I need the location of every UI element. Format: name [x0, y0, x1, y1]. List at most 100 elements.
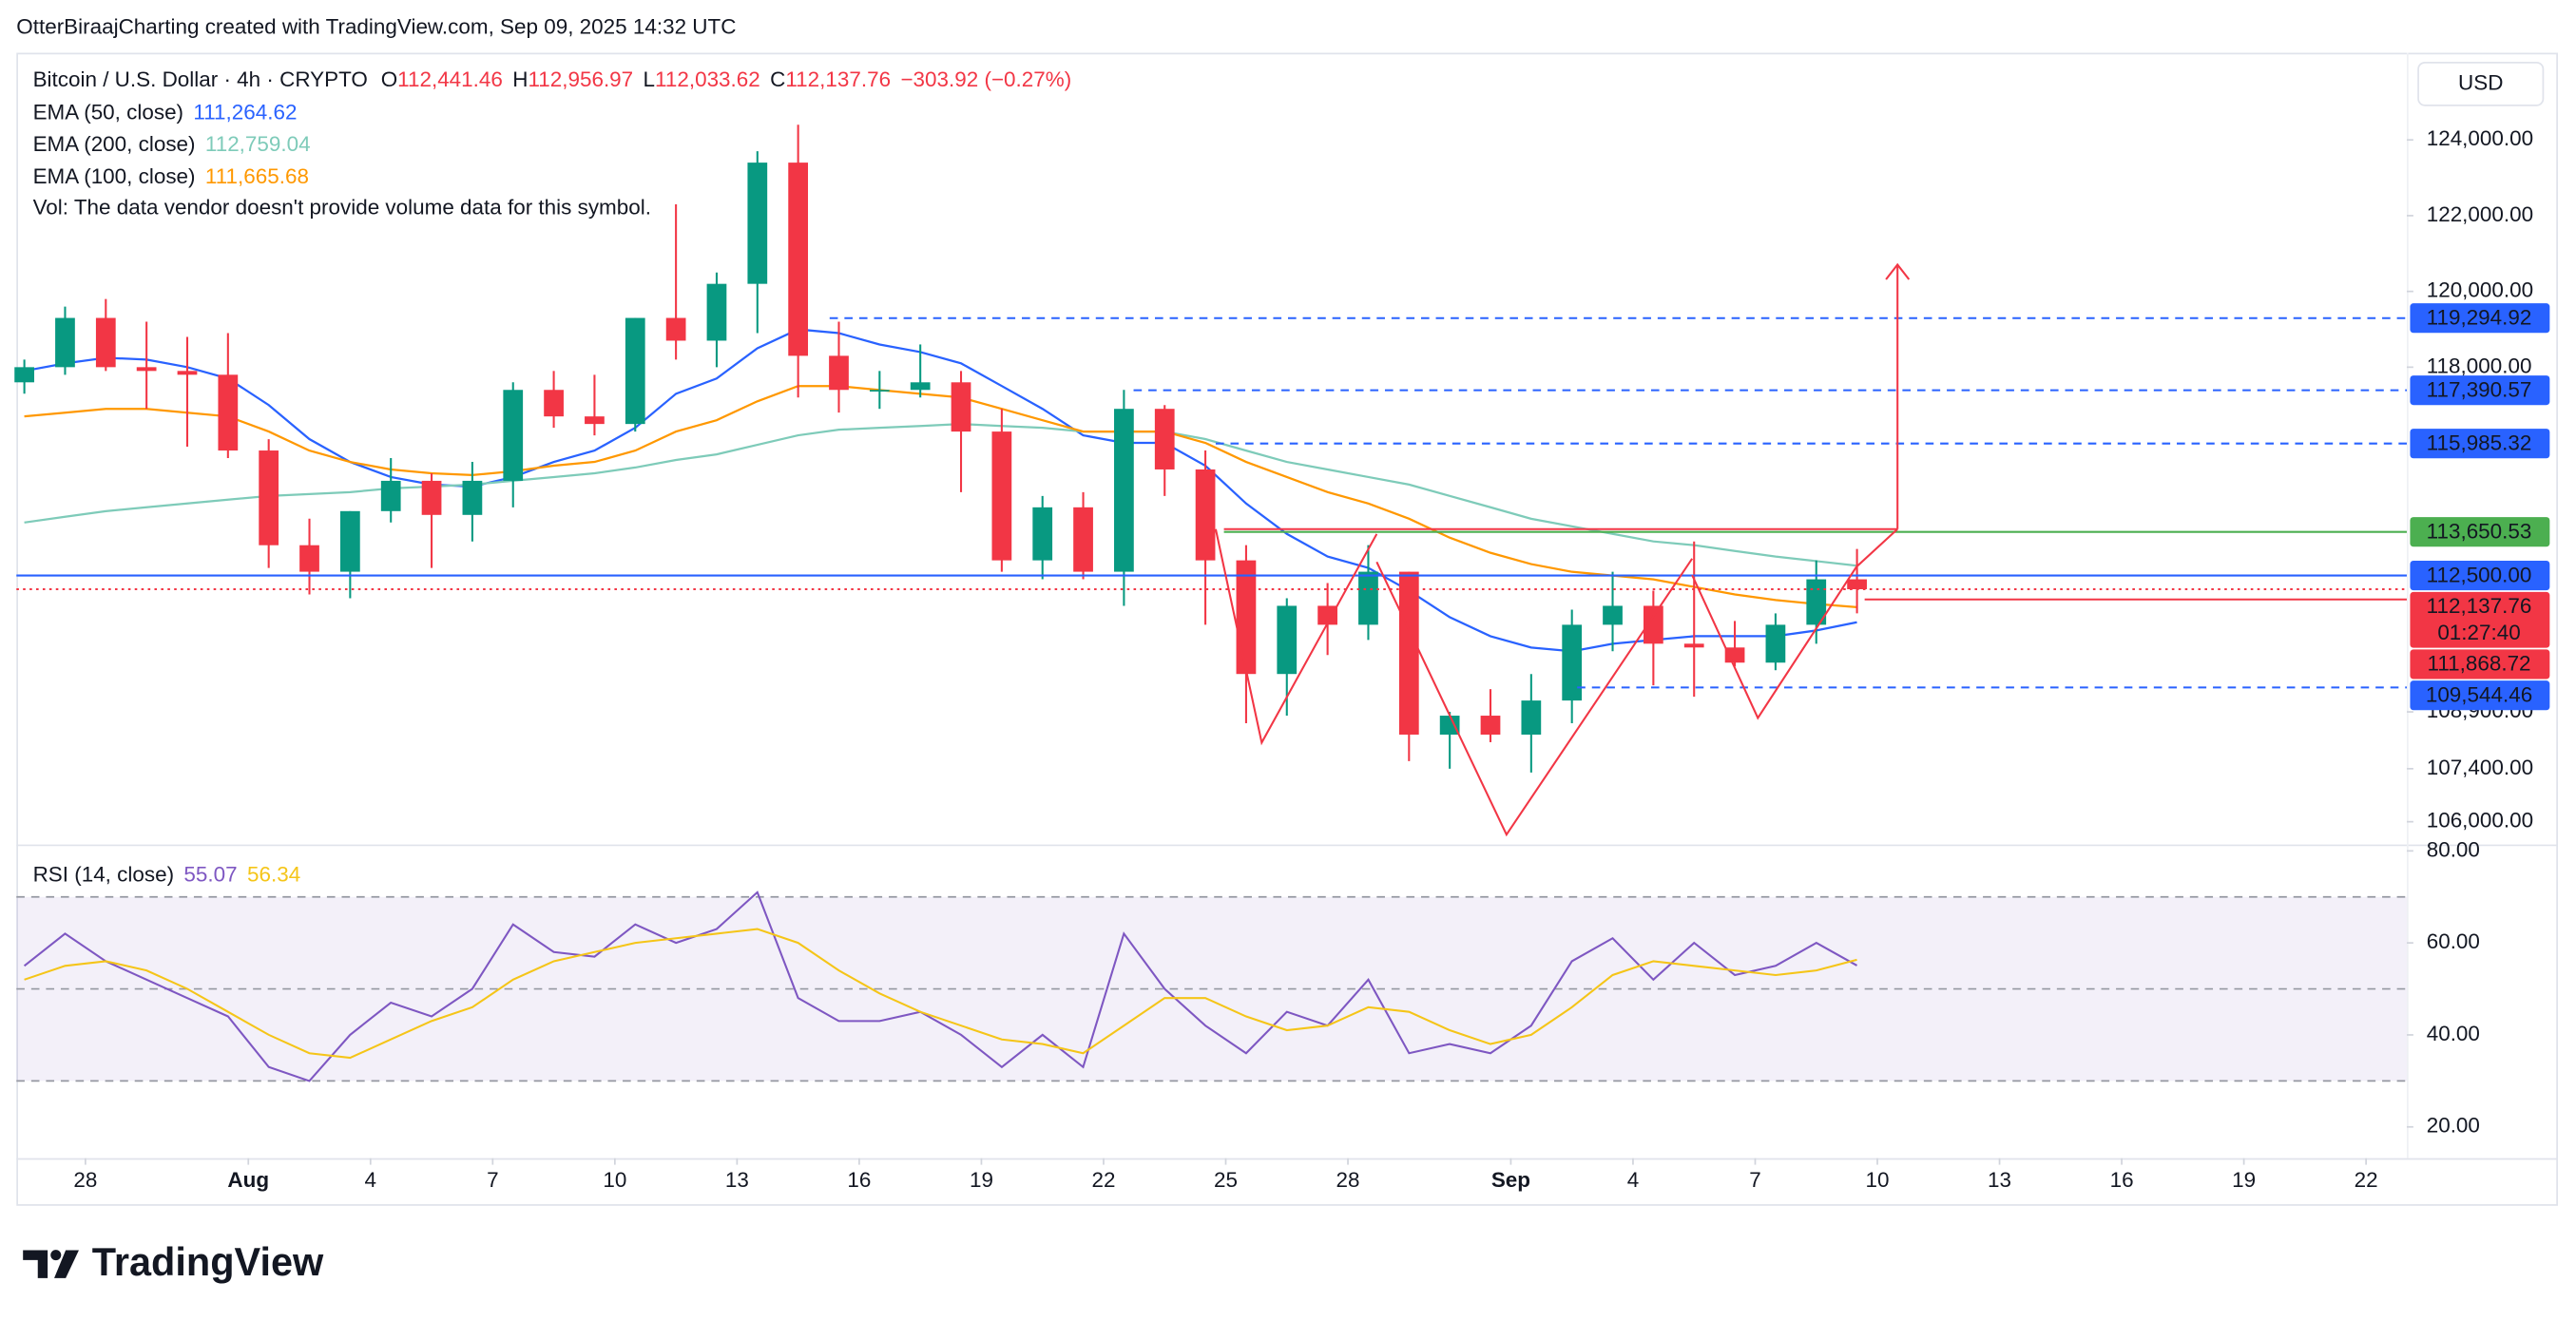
- ema-value: 111,264.62: [193, 100, 297, 124]
- candle-body: [380, 480, 401, 511]
- level-label-box: [2410, 649, 2550, 680]
- candle-body: [1358, 571, 1378, 625]
- ohlc-value: 112,956.97: [528, 67, 633, 91]
- x-tick-label: 10: [1866, 1168, 1890, 1192]
- level-label-box: [2410, 591, 2550, 648]
- candle-body: [910, 382, 931, 391]
- x-tick-label: 16: [847, 1168, 871, 1192]
- level-label-box: [2410, 429, 2550, 459]
- candle-body: [1683, 643, 1704, 648]
- x-tick-label: 22: [2355, 1168, 2378, 1192]
- symbol-legend: Bitcoin / U.S. Dollar · 4h · CRYPTO O112,…: [33, 67, 1072, 91]
- candle-body: [177, 371, 198, 375]
- ohlc-label: H: [512, 67, 528, 91]
- currency-button[interactable]: [2417, 62, 2545, 106]
- rsi-value: 55.07: [183, 862, 237, 886]
- candle-body: [1236, 560, 1257, 675]
- x-tick-label: 19: [970, 1168, 993, 1192]
- candle-body: [625, 317, 645, 425]
- y-tick-label: 122,000.00: [2427, 202, 2533, 226]
- x-tick-label: 25: [1214, 1168, 1238, 1192]
- logo-dot: [50, 1250, 62, 1261]
- level-label-box: [2410, 375, 2550, 406]
- candle-body: [55, 317, 75, 368]
- x-tick-label: Aug: [227, 1168, 269, 1192]
- candle-body: [1521, 700, 1542, 735]
- y-tick-label: 124,000.00: [2427, 126, 2533, 150]
- candle-body: [1398, 571, 1419, 735]
- change: −303.92 (−0.27%): [900, 67, 1071, 91]
- ema-name: EMA (200, close): [33, 132, 196, 156]
- ohlc-label: C: [770, 67, 785, 91]
- ohlc-label: O: [381, 67, 397, 91]
- candle-body: [299, 545, 319, 572]
- x-tick-label: 28: [1336, 1168, 1360, 1192]
- candle-body: [95, 317, 116, 368]
- x-tick-label: 10: [603, 1168, 626, 1192]
- candle-body: [1277, 605, 1298, 675]
- ema-value: 112,759.04: [205, 132, 311, 156]
- candle-body: [1480, 716, 1501, 735]
- candle-body: [1317, 605, 1337, 625]
- y-tick-label: 20.00: [2427, 1114, 2480, 1138]
- symbol-title: Bitcoin / U.S. Dollar · 4h · CRYPTO: [33, 67, 368, 91]
- x-tick-label: 16: [2110, 1168, 2134, 1192]
- level-label: 119,294.92: [2427, 306, 2532, 330]
- y-tick-label: 106,000.00: [2427, 809, 2533, 833]
- candle-body: [665, 317, 686, 341]
- x-tick-label: 4: [365, 1168, 376, 1192]
- head: [1375, 558, 1694, 837]
- x-tick-label: 13: [1988, 1168, 2011, 1192]
- candle-body: [1806, 579, 1827, 625]
- ema-line: [24, 385, 1857, 608]
- ohlc: O112,441.46 H112,956.97 L112,033.62 C112,13…: [381, 67, 891, 91]
- candle-body: [1195, 469, 1216, 561]
- header-credit: OtterBiraajCharting created with Trading…: [16, 15, 736, 39]
- candle-body: [951, 382, 971, 432]
- level-label: 109,544.46: [2426, 683, 2532, 707]
- candle-body: [259, 450, 279, 546]
- level-label: 112,500.00: [2427, 563, 2532, 586]
- candle-body: [218, 374, 239, 451]
- rsi-value: 56.34: [247, 862, 300, 886]
- rsi-line: [24, 928, 1857, 1060]
- left-shoulder: [1214, 528, 1378, 746]
- level-label-box: [2410, 517, 2550, 547]
- candle-body: [1154, 409, 1175, 469]
- candle-body: [1644, 605, 1663, 644]
- ohlc-label: L: [644, 67, 656, 91]
- candle-body: [1562, 624, 1583, 701]
- countdown: 01:27:40: [2437, 621, 2520, 644]
- brand-name: TradingView: [92, 1239, 324, 1284]
- x-tick-label: 4: [1627, 1168, 1640, 1192]
- candle-body: [14, 367, 34, 383]
- rsi-band: [16, 896, 2407, 1082]
- ema-name: EMA (100, close): [33, 164, 196, 188]
- chart-frame: [16, 52, 2558, 1206]
- y-tick-label: 80.00: [2427, 837, 2480, 861]
- level-label: 117,390.57: [2427, 377, 2532, 401]
- level-label: 113,650.53: [2427, 520, 2532, 544]
- candle-body: [1032, 507, 1053, 561]
- candle-body: [1847, 579, 1867, 590]
- ema-value: 111,665.68: [205, 164, 309, 188]
- ohlc-value: 112,137.76: [785, 67, 891, 91]
- target-arrowhead: [1885, 262, 1911, 280]
- y-tick-label: 120,000.00: [2427, 278, 2533, 302]
- candle-body: [462, 480, 483, 515]
- candle-body: [136, 367, 157, 372]
- y-tick-label: 118,000.00: [2427, 354, 2532, 377]
- candle-body: [1765, 624, 1786, 663]
- candle-body: [1114, 409, 1134, 572]
- ema-line: [24, 328, 1857, 653]
- x-tick-label: 13: [725, 1168, 749, 1192]
- candle-body: [829, 355, 849, 391]
- logo-slash: [54, 1250, 79, 1278]
- ema-legend: EMA (200, close) 112,759.04: [33, 132, 311, 156]
- rsi-line: [23, 890, 1858, 1082]
- ema-legend: EMA (100, close) 111,665.68: [33, 164, 309, 188]
- right-shoulder: [1691, 527, 1898, 720]
- ohlc-value: 112,441.46: [397, 67, 503, 91]
- candle-body: [1073, 507, 1093, 572]
